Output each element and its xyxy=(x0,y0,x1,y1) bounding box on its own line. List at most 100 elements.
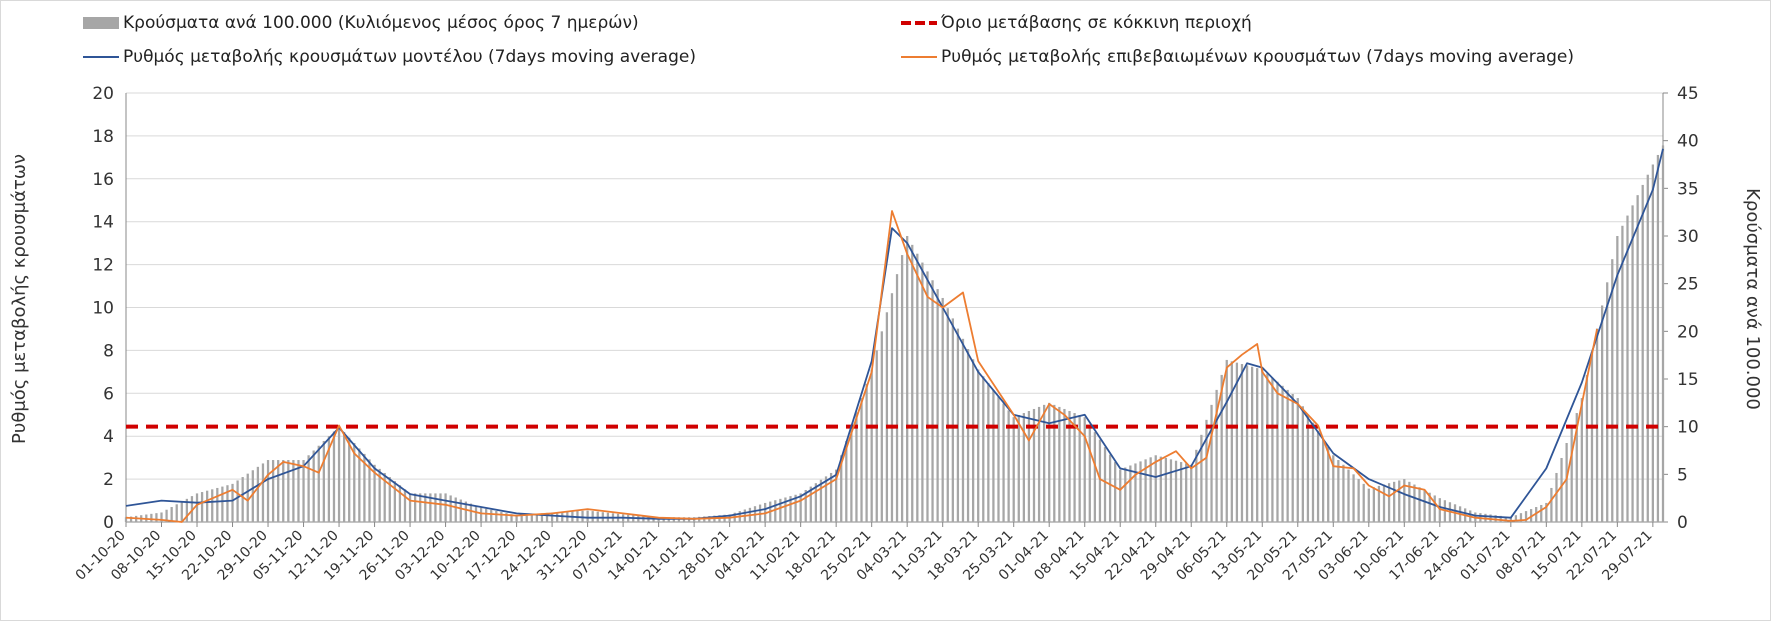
y2-axis-title: Κρούσματα ανά 100.000 xyxy=(1742,188,1763,410)
bar xyxy=(1423,489,1426,522)
bar xyxy=(1240,364,1244,522)
bar xyxy=(500,512,503,522)
bar xyxy=(1606,282,1609,522)
bar xyxy=(1560,457,1563,522)
bar xyxy=(332,431,336,522)
bar xyxy=(1327,447,1330,522)
bar xyxy=(1195,449,1198,522)
y-tick-label: 20 xyxy=(92,84,114,104)
bar xyxy=(353,443,356,522)
y2-tick-label: 0 xyxy=(1677,513,1688,533)
bar xyxy=(1321,438,1325,522)
bar xyxy=(124,517,128,522)
bar xyxy=(1103,447,1107,522)
bar xyxy=(378,468,381,522)
bar xyxy=(490,509,493,522)
bar xyxy=(1205,419,1208,522)
bar xyxy=(951,318,954,522)
bar xyxy=(1509,517,1512,522)
bar xyxy=(200,492,204,522)
bar xyxy=(1387,483,1391,522)
bar xyxy=(434,493,437,522)
bar xyxy=(911,244,914,522)
bar xyxy=(824,476,828,522)
bar xyxy=(317,445,320,522)
bar xyxy=(875,350,878,522)
y-tick-label: 0 xyxy=(103,513,114,533)
bar xyxy=(246,473,249,522)
bar xyxy=(1291,393,1294,522)
bar xyxy=(1235,362,1239,522)
bar xyxy=(931,280,934,522)
bar xyxy=(282,460,285,522)
bar xyxy=(870,369,873,522)
bar xyxy=(1575,413,1578,522)
bar xyxy=(1514,515,1518,522)
bar xyxy=(880,331,883,522)
bar xyxy=(1154,455,1157,522)
bar xyxy=(1144,459,1147,522)
bar xyxy=(373,464,376,522)
bar xyxy=(977,369,980,522)
bar xyxy=(474,505,478,522)
y-tick-label: 8 xyxy=(103,341,114,361)
y-tick-label: 12 xyxy=(92,256,114,276)
y2-tick-label: 40 xyxy=(1677,132,1699,152)
bar xyxy=(1377,485,1381,522)
bar xyxy=(860,398,863,522)
bar xyxy=(804,489,807,522)
bar xyxy=(1108,454,1112,522)
bar xyxy=(1134,463,1137,522)
bar xyxy=(1535,507,1538,522)
bar xyxy=(774,500,777,522)
bar xyxy=(444,493,447,522)
legend-label-threshold: Όριο μετάβασης σε κόκκινη περιοχή xyxy=(941,13,1252,33)
bar xyxy=(266,460,270,522)
bar xyxy=(495,510,498,522)
bar xyxy=(926,271,929,522)
y-tick-label: 2 xyxy=(103,470,114,490)
bar xyxy=(1088,424,1091,522)
bar xyxy=(1068,411,1071,522)
bar xyxy=(251,470,254,522)
bar xyxy=(1311,422,1315,522)
bar xyxy=(1408,481,1411,522)
bar xyxy=(971,359,975,522)
bar xyxy=(1611,259,1614,522)
y-tick-label: 6 xyxy=(103,384,114,404)
bar xyxy=(865,383,868,522)
bar xyxy=(1053,404,1056,522)
bar xyxy=(1119,469,1122,522)
bar xyxy=(535,513,539,522)
bar xyxy=(403,489,407,522)
bar xyxy=(256,466,260,522)
bar xyxy=(966,349,970,522)
bar xyxy=(1266,373,1269,522)
bar xyxy=(175,504,178,522)
bar xyxy=(485,508,488,522)
y-tick-label: 18 xyxy=(92,127,114,147)
bar xyxy=(322,440,325,522)
bar xyxy=(540,513,544,522)
bar xyxy=(997,396,1000,522)
bar xyxy=(1499,515,1502,522)
bar xyxy=(1174,460,1178,522)
y-tick-label: 4 xyxy=(103,427,114,447)
bar xyxy=(1032,408,1036,522)
bar xyxy=(850,426,853,522)
bar xyxy=(129,516,133,522)
y-tick-label: 14 xyxy=(92,213,114,233)
bar xyxy=(363,453,366,522)
bar xyxy=(941,297,944,522)
bar xyxy=(1027,411,1031,522)
bar xyxy=(449,495,452,522)
bar xyxy=(206,490,209,522)
bar xyxy=(1661,145,1665,522)
bar xyxy=(581,510,584,522)
bar xyxy=(1301,406,1304,522)
bar xyxy=(1347,469,1350,522)
bar xyxy=(1438,498,1441,522)
bar xyxy=(1296,398,1299,522)
bar xyxy=(1261,369,1264,522)
